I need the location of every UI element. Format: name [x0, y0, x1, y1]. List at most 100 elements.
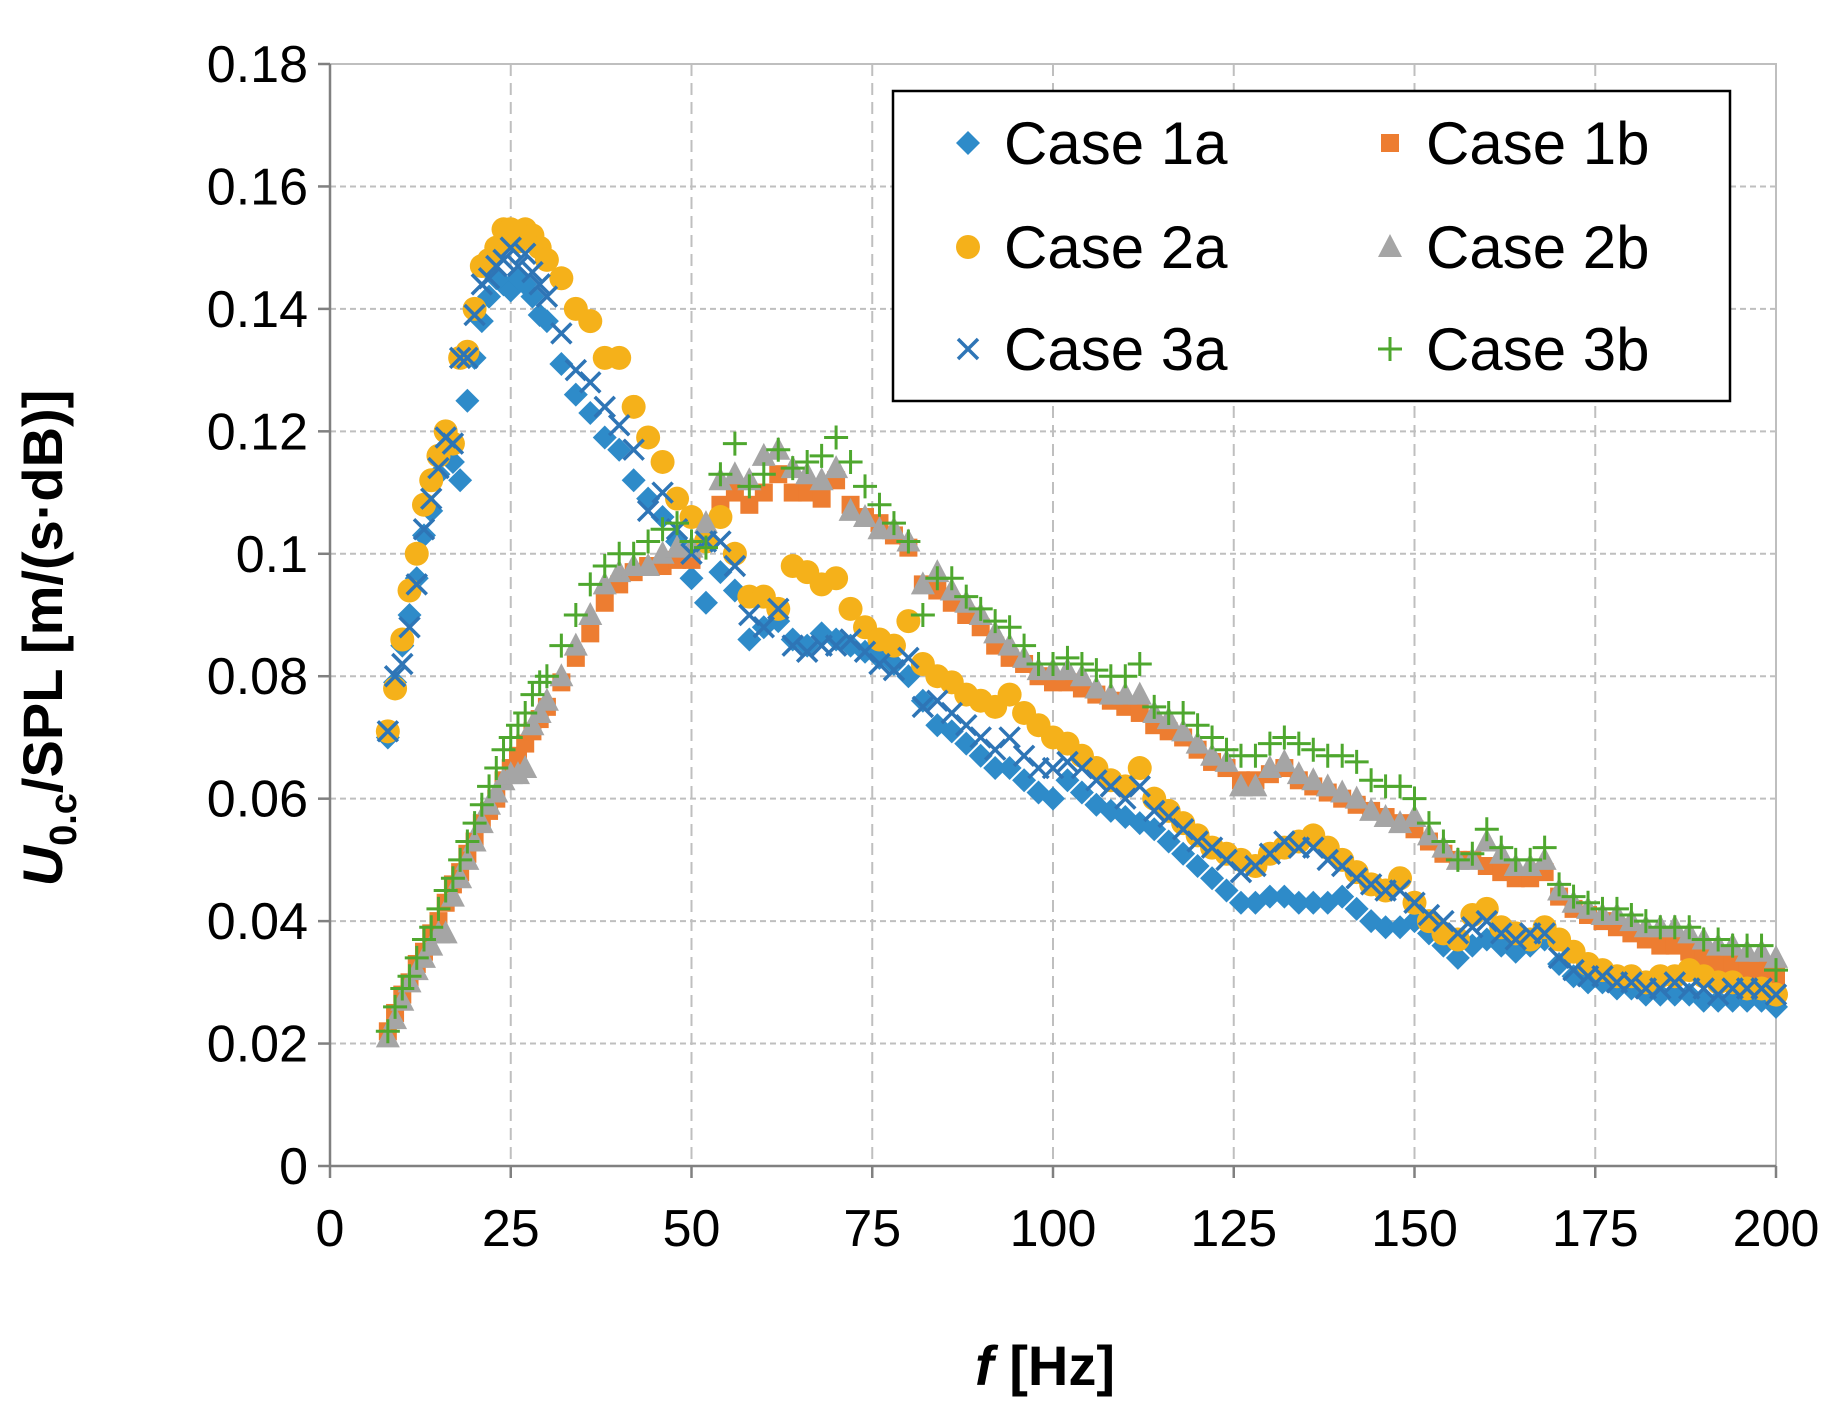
data-point-case-3a [911, 695, 935, 719]
data-point-case-2a [404, 541, 429, 566]
data-point-case-2b [549, 663, 574, 687]
data-point-case-3a [398, 616, 421, 639]
data-point-case-1b [1709, 954, 1728, 973]
data-point-case-3b [1402, 786, 1427, 811]
data-point-case-2b [1330, 779, 1355, 803]
data-point-case-1b [928, 581, 947, 600]
data-point-case-3b [448, 847, 473, 872]
data-point-case-1a [411, 523, 436, 548]
legend-marker-case-2a [956, 235, 980, 259]
data-point-case-3a [1504, 928, 1527, 951]
data-point-case-3a [607, 413, 631, 437]
data-point-case-1b [581, 624, 600, 643]
data-point-case-3a [1142, 799, 1166, 823]
data-point-case-2b [563, 632, 588, 656]
data-point-case-3a [1446, 922, 1470, 945]
data-point-case-3a [1591, 964, 1614, 988]
x-tick-label: 100 [1010, 1200, 1097, 1258]
data-point-case-1b [1651, 936, 1670, 955]
y-tick-label: 0 [279, 1138, 308, 1196]
data-point-case-1a [968, 743, 993, 768]
data-point-case-3b [1171, 700, 1196, 725]
data-point-case-3a [781, 634, 804, 657]
data-point-case-1a [578, 400, 603, 425]
data-point-case-3b [578, 572, 603, 597]
legend-label: Case 2a [1004, 214, 1228, 281]
data-point-case-3b [1286, 731, 1311, 756]
data-point-case-3b [484, 756, 509, 781]
data-point-case-3a [492, 248, 515, 272]
y-tick-label: 0.02 [207, 1016, 308, 1074]
y-tick-label: 0.04 [207, 893, 308, 951]
data-point-case-3b [838, 449, 863, 474]
data-point-case-1a [1301, 890, 1326, 915]
data-point-case-1a [1344, 896, 1369, 921]
data-point-case-3b [455, 829, 480, 854]
legend-item-case-1a: Case 1a [956, 110, 1228, 177]
data-point-case-3b [419, 915, 444, 940]
x-axis-unit: [Hz] [994, 1334, 1115, 1397]
data-point-case-3b [1547, 872, 1572, 897]
data-point-case-3a [897, 646, 920, 670]
data-point-case-3a [1041, 756, 1065, 780]
data-point-case-2b [1257, 755, 1282, 779]
data-point-case-3a [412, 518, 436, 541]
data-point-case-3b [1489, 835, 1514, 860]
data-point-case-2b [513, 755, 538, 779]
legend-item-case-3a: Case 3a [956, 316, 1228, 383]
data-point-case-1b [783, 483, 802, 502]
data-point-case-2b [838, 497, 863, 521]
data-point-case-3b [411, 927, 436, 952]
data-point-case-3a [521, 260, 544, 284]
data-point-case-2a [607, 345, 632, 370]
data-point-case-3a [1750, 977, 1773, 1000]
data-point-case-3a [1316, 848, 1339, 872]
x-tick-label: 50 [663, 1200, 721, 1258]
data-point-case-3a [456, 346, 479, 370]
data-point-case-3a [535, 285, 559, 308]
data-point-case-3b [433, 878, 458, 903]
data-point-case-3a [824, 634, 848, 657]
data-point-case-3b [426, 896, 451, 921]
data-point-case-2b [1388, 810, 1413, 834]
data-point-case-3a [1345, 867, 1368, 890]
data-point-case-3a [1533, 922, 1556, 945]
data-point-case-2b [1359, 797, 1384, 821]
data-point-case-3a [1620, 971, 1643, 994]
data-point-case-3a [1692, 977, 1715, 1000]
legend-marker-case-3b [1378, 337, 1402, 361]
x-tick-label: 175 [1552, 1200, 1639, 1258]
data-point-case-3b [751, 462, 776, 487]
data-point-case-3b [1069, 651, 1094, 676]
data-point-case-3a [1417, 903, 1441, 927]
data-point-case-3a [477, 267, 501, 290]
y-tick-label: 0.06 [207, 771, 308, 829]
legend-marker-case-2b [1378, 234, 1402, 257]
x-tick-label: 125 [1190, 1200, 1277, 1258]
data-point-case-3b [1532, 835, 1557, 860]
x-tick-label: 75 [843, 1200, 901, 1258]
data-point-case-3b [498, 725, 523, 750]
data-point-case-3a [448, 346, 472, 370]
data-point-case-3a [499, 236, 522, 259]
x-tick-label: 150 [1371, 1200, 1458, 1258]
data-point-case-1a [549, 351, 574, 376]
data-point-case-3b [462, 811, 487, 836]
data-point-case-1a [693, 590, 718, 615]
data-point-case-1a [1257, 884, 1282, 909]
data-point-case-3b [1604, 896, 1629, 921]
y-tick-label: 0.1 [236, 526, 308, 584]
data-point-case-3b [954, 584, 979, 609]
data-point-case-2b [1764, 944, 1788, 968]
y-axis-subscript: 0.c [43, 793, 85, 846]
data-point-case-3b [390, 976, 415, 1001]
data-point-case-1a [954, 731, 979, 756]
data-point-case-1b [812, 489, 831, 508]
data-point-case-3b [1474, 817, 1499, 842]
data-point-case-2b [824, 455, 849, 479]
y-tick-label: 0.18 [207, 36, 308, 94]
data-point-case-2b [1272, 748, 1297, 772]
data-point-case-2a [390, 627, 415, 652]
data-point-case-3a [463, 303, 486, 327]
data-point-case-3b [737, 474, 762, 499]
